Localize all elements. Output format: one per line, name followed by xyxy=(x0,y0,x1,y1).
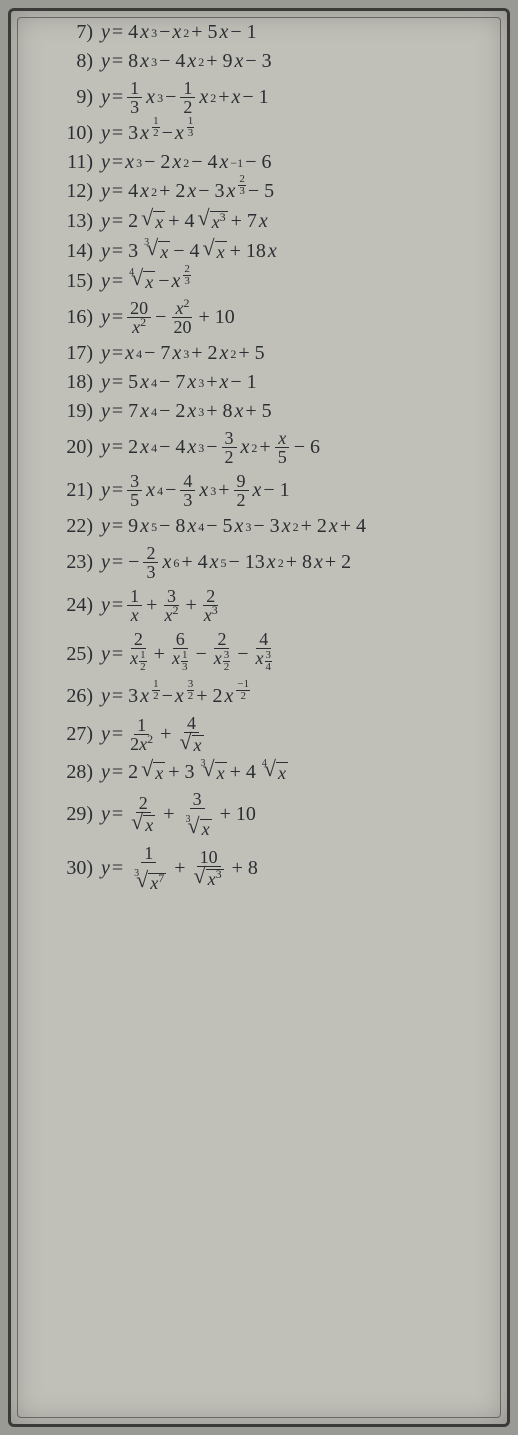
problem-row: 25)y = 2x12 + 6x13 − 2x32 − 4x34 xyxy=(63,630,503,679)
problem-row: 8)y = 8x3 − 4x2 + 9x − 3 xyxy=(63,50,503,73)
problem-row: 9)y = 13x3 − 12x2 + x − 1 xyxy=(63,79,503,116)
equation: y = 4x3 − x2 + 5x − 1 xyxy=(101,21,257,44)
problem-number: 10) xyxy=(63,122,101,145)
problem-number: 15) xyxy=(63,270,101,293)
problem-number: 29) xyxy=(63,803,101,826)
equation: y = 4x2 + 2x − 3x23 − 5 xyxy=(101,180,274,203)
problem-row: 7)y = 4x3 − x2 + 5x − 1 xyxy=(63,21,503,44)
problem-number: 27) xyxy=(63,723,101,746)
equation: y = 20x2 − x220 + 10 xyxy=(101,299,235,336)
problem-number: 22) xyxy=(63,515,101,538)
problem-row: 12)y = 4x2 + 2x − 3x23 − 5 xyxy=(63,180,503,203)
problem-row: 11)y = x3 − 2x2 − 4x−1 − 6 xyxy=(63,151,503,174)
problem-row: 13)y = 2√x + 4√x3 + 7x xyxy=(63,209,503,233)
equation: y = x4 − 7x3 + 2x2 + 5 xyxy=(101,342,265,365)
problem-number: 16) xyxy=(63,306,101,329)
equation: y = 3x12 − x32 + 2x−12 xyxy=(101,685,250,708)
equation: y = 3x12 − x13 xyxy=(101,122,194,145)
problem-number: 14) xyxy=(63,240,101,263)
problem-number: 13) xyxy=(63,210,101,233)
equation: y = 8x3 − 4x2 + 9x − 3 xyxy=(101,50,272,73)
problem-row: 26)y = 3x12 − x32 + 2x−12 xyxy=(63,685,503,708)
equation: y = 12x2 + 4√x xyxy=(101,714,210,754)
equation: y = 13√x7 + 10√x3 + 8 xyxy=(101,844,258,892)
problem-row: 21)y = 35x4 − 43x3 + 92x − 1 xyxy=(63,472,503,509)
textbook-page: 7)y = 4x3 − x2 + 5x − 18)y = 8x3 − 4x2 +… xyxy=(8,8,510,1427)
problem-row: 20)y = 2x4 − 4x3 − 32x2 + x5 − 6 xyxy=(63,429,503,466)
equation: y = 2√x + 33√x + 10 xyxy=(101,790,256,838)
equation: y = 7x4 − 2x3 + 8x + 5 xyxy=(101,400,272,423)
problem-row: 16)y = 20x2 − x220 + 10 xyxy=(63,299,503,336)
problem-row: 10)y = 3x12 − x13 xyxy=(63,122,503,145)
equation: y = 33√x − 4√x + 18x xyxy=(101,239,277,263)
problem-number: 17) xyxy=(63,342,101,365)
equation: y = 35x4 − 43x3 + 92x − 1 xyxy=(101,472,290,509)
problem-row: 30)y = 13√x7 + 10√x3 + 8 xyxy=(63,844,503,892)
equation: y = 2x12 + 6x13 − 2x32 − 4x34 xyxy=(101,630,277,679)
problem-number: 9) xyxy=(63,86,101,109)
equation: y = 4√x − x23 xyxy=(101,269,191,293)
problem-number: 24) xyxy=(63,594,101,617)
problem-row: 19)y = 7x4 − 2x3 + 8x + 5 xyxy=(63,400,503,423)
equation: y = 9x5 − 8x4 − 5x3 − 3x2 + 2x + 4 xyxy=(101,515,366,538)
equation: y = 2√x + 33√x + 44√x xyxy=(101,760,289,784)
equation: y = 5x4 − 7x3 + x − 1 xyxy=(101,371,257,394)
equation: y = x3 − 2x2 − 4x−1 − 6 xyxy=(101,151,271,174)
equation: y = 1x + 3x2 + 2x3 xyxy=(101,587,223,624)
problem-number: 30) xyxy=(63,857,101,880)
problem-row: 15)y = 4√x − x23 xyxy=(63,269,503,293)
problem-row: 22)y = 9x5 − 8x4 − 5x3 − 3x2 + 2x + 4 xyxy=(63,515,503,538)
problem-list: 7)y = 4x3 − x2 + 5x − 18)y = 8x3 − 4x2 +… xyxy=(25,21,503,892)
problem-number: 20) xyxy=(63,436,101,459)
problem-number: 7) xyxy=(63,21,101,44)
problem-number: 19) xyxy=(63,400,101,423)
problem-row: 18)y = 5x4 − 7x3 + x − 1 xyxy=(63,371,503,394)
problem-row: 28)y = 2√x + 33√x + 44√x xyxy=(63,760,503,784)
problem-number: 21) xyxy=(63,479,101,502)
problem-row: 24)y = 1x + 3x2 + 2x3 xyxy=(63,587,503,624)
equation: y = 2x4 − 4x3 − 32x2 + x5 − 6 xyxy=(101,429,320,466)
problem-number: 11) xyxy=(63,151,101,174)
problem-row: 27)y = 12x2 + 4√x xyxy=(63,714,503,754)
problem-number: 12) xyxy=(63,180,101,203)
equation: y = −23x6 + 4x5 − 13x2 + 8x + 2 xyxy=(101,544,351,581)
problem-row: 14)y = 33√x − 4√x + 18x xyxy=(63,239,503,263)
problem-number: 28) xyxy=(63,761,101,784)
problem-number: 8) xyxy=(63,50,101,73)
equation: y = 13x3 − 12x2 + x − 1 xyxy=(101,79,269,116)
equation: y = 2√x + 4√x3 + 7x xyxy=(101,209,268,233)
problem-number: 26) xyxy=(63,685,101,708)
problem-number: 18) xyxy=(63,371,101,394)
problem-row: 17)y = x4 − 7x3 + 2x2 + 5 xyxy=(63,342,503,365)
problem-row: 23)y = −23x6 + 4x5 − 13x2 + 8x + 2 xyxy=(63,544,503,581)
problem-number: 23) xyxy=(63,551,101,574)
problem-number: 25) xyxy=(63,643,101,666)
problem-row: 29)y = 2√x + 33√x + 10 xyxy=(63,790,503,838)
